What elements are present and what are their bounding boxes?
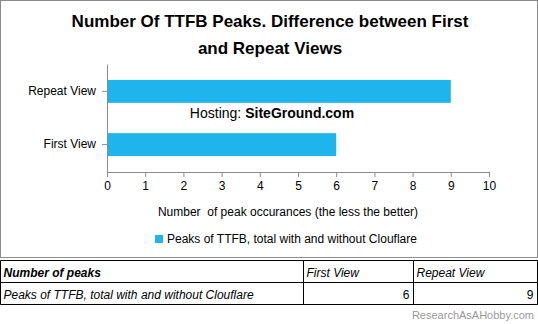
table-rule [1,282,538,283]
data-table: Number of peaks First View Repeat View Peak… [1,261,538,305]
x-tick-label: 8 [410,179,417,193]
chart-frame [1,1,538,258]
x-tick-label: 5 [295,179,302,193]
table-rule [303,261,304,305]
table-cell: 6 [403,288,410,302]
chart-title-line: and Repeat Views [198,39,342,58]
chart-root: Number Of TTFB Peaks. Difference between… [0,0,538,324]
x-tick-label: 2 [181,179,188,193]
x-tick-mark [374,172,375,177]
x-tick: 3 [219,172,226,193]
x-tick-label: 4 [257,179,264,193]
legend-swatch [155,235,163,243]
legend-label: Peaks of TTFB, total with and without Cl… [167,232,417,246]
table-header: Number of peaks [4,266,102,280]
x-tick-mark [489,172,490,177]
x-tick-label: 6 [333,179,340,193]
annotation: Hosting:SiteGround.com [190,105,354,121]
x-tick: 7 [372,172,379,193]
x-tick: 1 [142,172,149,193]
chart-title-line: Number Of TTFB Peaks. Difference between… [72,12,469,31]
x-tick-label: 1 [142,179,149,193]
bar [107,133,336,156]
y-tick: First View [44,137,107,151]
chart-title: Number Of TTFB Peaks. Difference between… [72,12,469,58]
footer: ResearchAsAHobby.com [412,309,534,321]
table-header: Repeat View [417,266,486,280]
y-tick-mark [102,144,107,145]
x-tick-mark [336,172,337,177]
x-tick-mark [413,172,414,177]
y-axis: Repeat View First View [28,65,107,173]
y-tick: Repeat View [28,84,107,98]
x-tick-label: 3 [219,179,226,193]
y-axis-line [107,65,108,173]
x-axis-title: Number of peak occurances (the less the … [158,205,418,219]
table-rule [1,304,538,305]
x-tick: 5 [295,172,302,193]
x-tick-mark [260,172,261,177]
x-tick: 9 [448,172,455,193]
x-tick-mark [145,172,146,177]
y-tick-label: First View [44,137,97,151]
x-tick: 10 [483,172,497,193]
x-tick-mark [222,172,223,177]
table-rule [413,261,414,305]
table-rule [537,261,538,305]
x-tick-mark [107,172,108,177]
x-tick: 6 [333,172,340,193]
x-tick-mark [183,172,184,177]
x-tick-label: 7 [372,179,379,193]
x-tick-mark [451,172,452,177]
x-tick: 2 [181,172,188,193]
x-axis: 0 1 2 3 4 5 6 7 8 9 10 [104,172,496,193]
x-tick: 4 [257,172,264,193]
table-rule [0,261,1,305]
table-cell: 9 [527,288,534,302]
x-tick-label: 0 [104,179,111,193]
legend: Peaks of TTFB, total with and without Cl… [155,232,417,246]
annotation-label: Hosting: [190,105,241,121]
table-rule [1,260,538,261]
table-header: First View [307,266,361,280]
x-tick-label: 9 [448,179,455,193]
x-tick-label: 10 [483,179,497,193]
x-tick: 8 [410,172,417,193]
x-tick-mark [298,172,299,177]
annotation-value: SiteGround.com [245,105,354,121]
y-tick-label: Repeat View [28,84,96,98]
y-tick-mark [102,91,107,92]
table-cell: Peaks of TTFB, total with and without Cl… [4,288,254,302]
bar [107,80,451,103]
bars [107,80,451,156]
x-tick: 0 [104,172,111,193]
